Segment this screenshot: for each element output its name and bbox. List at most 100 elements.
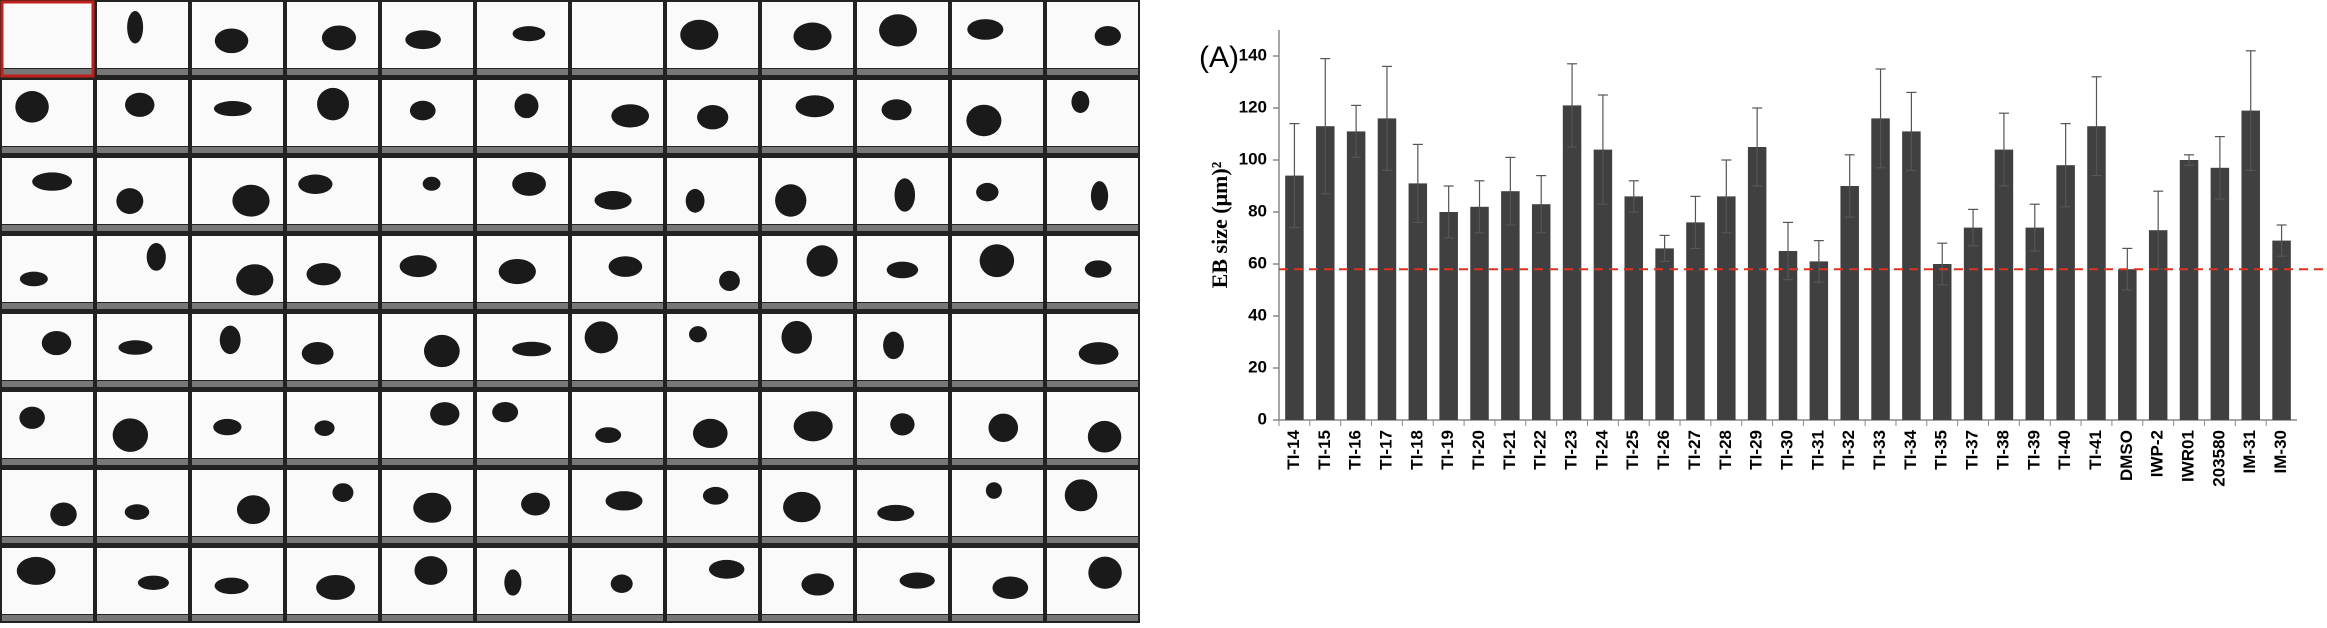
embryoid-body xyxy=(118,340,153,355)
thumbnail-caption xyxy=(2,225,93,231)
error-bar xyxy=(2214,136,2225,200)
x-tick-label: TI-20 xyxy=(1469,430,1488,470)
embryoid-body xyxy=(883,331,904,360)
thumbnail-caption xyxy=(382,537,473,543)
embryoid-body xyxy=(689,326,707,343)
thumbnail-caption xyxy=(1047,459,1138,465)
x-tick-label: DMSO xyxy=(2117,430,2136,481)
embryoid-body xyxy=(979,244,1015,278)
thumbnail-caption xyxy=(192,537,283,543)
embryoid-body xyxy=(214,28,249,54)
embryoid-body xyxy=(584,321,618,354)
thumbnail-caption xyxy=(477,615,568,621)
thumbnail-caption xyxy=(2,381,93,387)
embryoid-body xyxy=(801,573,835,596)
thumbnail-caption xyxy=(287,225,378,231)
thumbnail-caption xyxy=(2,615,93,621)
thumbnail-caption xyxy=(857,537,948,543)
embryoid-body xyxy=(1071,90,1090,114)
embryoid-body xyxy=(15,91,49,123)
error-bar xyxy=(1968,208,1979,247)
embryoid-body xyxy=(19,271,48,287)
x-tick-label: TI-35 xyxy=(1932,430,1951,470)
x-tick-label: TI-21 xyxy=(1500,430,1519,470)
embryoid-body xyxy=(886,261,919,279)
embryoid-body xyxy=(793,411,833,442)
error-bar xyxy=(1659,234,1670,262)
y-tick-label: 20 xyxy=(1248,357,1267,376)
embryoid-body xyxy=(19,406,45,429)
embryoid-body xyxy=(1087,420,1122,453)
bar xyxy=(1686,222,1705,420)
embryoid-body xyxy=(595,427,622,444)
error-bar xyxy=(1412,143,1423,223)
thumbnail xyxy=(192,470,283,536)
x-tick-label: TI-38 xyxy=(1993,430,2012,470)
embryoid-body xyxy=(775,184,807,217)
embryoid-body xyxy=(610,574,633,593)
thumbnail-caption xyxy=(952,615,1043,621)
thumbnail xyxy=(667,236,758,302)
thumbnail-caption xyxy=(287,459,378,465)
embryoid-body xyxy=(1088,556,1122,589)
thumbnail-caption xyxy=(952,537,1043,543)
error-bar xyxy=(1844,154,1855,218)
thumbnail xyxy=(572,158,663,224)
thumbnail xyxy=(192,236,283,302)
embryoid-body xyxy=(219,325,241,355)
embryoid-body xyxy=(680,19,719,50)
y-tick-label: 100 xyxy=(1239,149,1267,168)
embryoid-body xyxy=(512,172,546,196)
selected-thumbnail xyxy=(0,0,95,78)
embryoid-body xyxy=(976,182,999,202)
bar xyxy=(1994,149,2014,420)
embryoid-body xyxy=(783,491,821,523)
x-tick-label: TI-15 xyxy=(1315,430,1334,470)
error-bar xyxy=(1875,68,1886,169)
thumbnail xyxy=(2,392,93,458)
thumbnail-caption xyxy=(2,69,93,75)
error-bar xyxy=(2184,154,2195,166)
embryoid-body xyxy=(214,577,249,595)
x-tick-label: TI-18 xyxy=(1407,430,1426,470)
x-tick-label: IM-31 xyxy=(2240,430,2259,473)
thumbnail xyxy=(667,548,758,614)
embryoid-body xyxy=(793,22,832,51)
embryoid-body xyxy=(967,19,1004,40)
x-tick-label: TI-32 xyxy=(1839,430,1858,470)
error-bar xyxy=(1783,221,1793,281)
bar xyxy=(1562,105,1582,421)
thumbnail-caption xyxy=(572,147,663,153)
thumbnail xyxy=(287,470,378,536)
thumbnail xyxy=(477,548,568,614)
thumbnail xyxy=(2,236,93,302)
x-tick-label: TI-29 xyxy=(1747,430,1766,470)
embryoid-body xyxy=(298,174,333,194)
thumbnail xyxy=(667,314,758,380)
thumbnail-caption xyxy=(382,69,473,75)
thumbnail-caption xyxy=(287,147,378,153)
thumbnail-caption xyxy=(1047,147,1138,153)
thumbnail-caption xyxy=(2,537,93,543)
embryoid-body xyxy=(879,14,917,47)
bar xyxy=(1655,248,1674,420)
bar xyxy=(2272,240,2291,420)
error-bar xyxy=(1597,94,1608,205)
thumbnail-caption xyxy=(762,459,853,465)
error-bar xyxy=(1906,91,1917,171)
thumbnail-caption xyxy=(952,147,1043,153)
bar xyxy=(2148,230,2168,420)
embryoid-body xyxy=(899,572,935,589)
embryoid-body xyxy=(498,258,536,285)
error-bar xyxy=(2029,203,2040,252)
embryoid-body xyxy=(423,334,460,368)
bar xyxy=(2087,126,2106,420)
thumbnail-caption xyxy=(762,225,853,231)
thumbnail-caption xyxy=(287,69,378,75)
embryoid-body xyxy=(124,504,150,520)
error-bar xyxy=(1505,156,1516,226)
embryoid-body xyxy=(405,30,441,50)
thumbnail-caption xyxy=(762,69,853,75)
embryoid-body xyxy=(1090,181,1109,211)
thumbnail-caption xyxy=(382,303,473,309)
